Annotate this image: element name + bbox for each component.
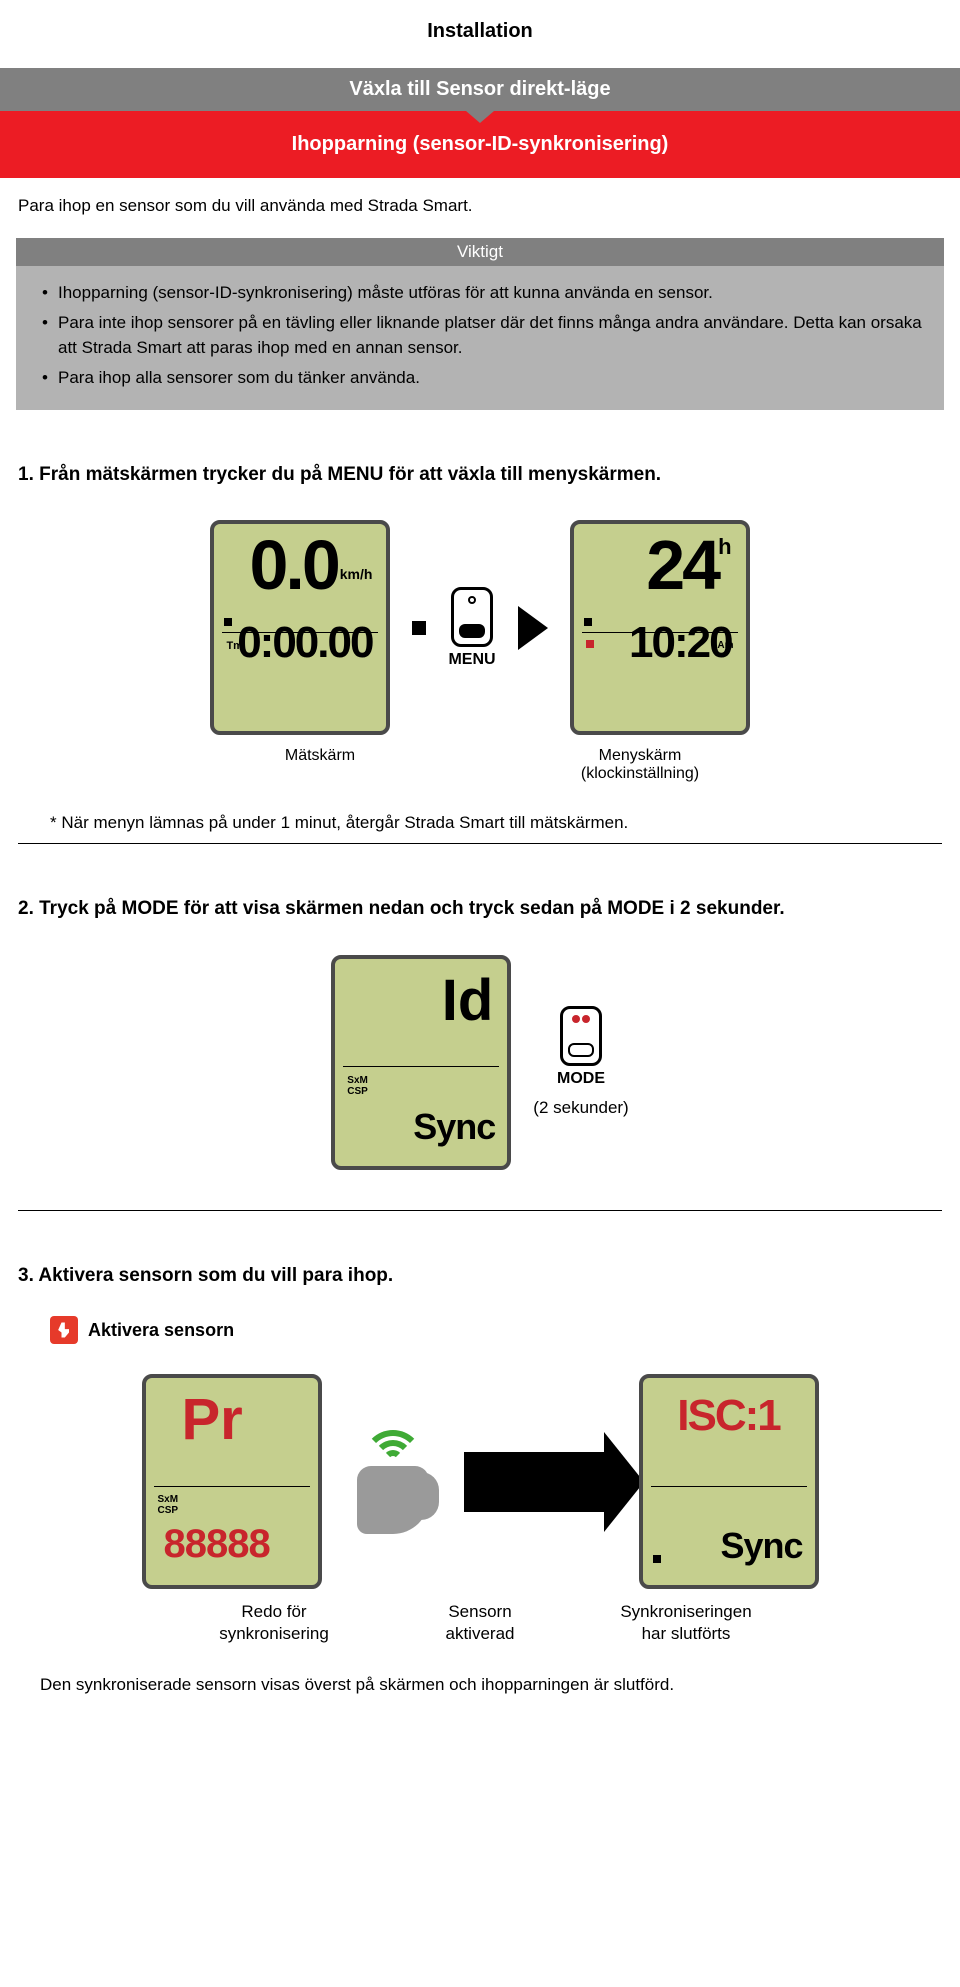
menu-screen: 24h Am 10:20 (570, 520, 750, 735)
synced-screen: ISC:1 Sync (639, 1374, 819, 1589)
step3-screens: Pr SxMCSP 88888 ISC:1 Sync (0, 1374, 960, 1589)
menu-label: MENU (448, 651, 495, 669)
cap-ready: Redo försynkronisering (199, 1601, 349, 1645)
speed-unit: km/h (340, 566, 373, 582)
activate-sensor-label: Aktivera sensorn (88, 1320, 234, 1341)
arrow-icon (518, 606, 548, 650)
step3-captions: Redo försynkronisering Sensornaktiverad … (0, 1601, 960, 1645)
step3-title: 3. Aktivera sensorn som du vill para iho… (18, 1261, 942, 1291)
hour-unit: h (718, 534, 731, 559)
tm-label: Tm (226, 640, 243, 652)
divider (18, 1210, 942, 1211)
section-grey-bar: Växla till Sensor direkt-läge (0, 68, 960, 111)
am-label: Am (717, 640, 733, 651)
step1-captions: Mätskärm Menyskärm(klockinställning) (0, 747, 960, 783)
seconds-label: (2 sekunder) (533, 1098, 628, 1118)
id-screen: Id SxMCSP Sync (331, 955, 511, 1170)
clock-time: 10:20 (582, 621, 732, 665)
pr-label: Pr (182, 1394, 310, 1446)
id-label: Id (343, 975, 493, 1027)
menu-button-icon: MENU (448, 587, 495, 669)
important-item: Ihopparning (sensor-ID-synkronisering) m… (46, 280, 926, 306)
clock-24: 24 (646, 526, 718, 604)
isc-label: ISC:1 (651, 1396, 807, 1436)
mode-button-icon: MODE (2 sekunder) (533, 1006, 628, 1118)
cap-sensor: Sensornaktiverad (405, 1601, 555, 1645)
ready-value: 88888 (164, 1522, 270, 1567)
caption-measure: Mätskärm (230, 747, 410, 783)
step1-note: * När menyn lämnas på under 1 minut, åte… (50, 813, 910, 833)
sensor-activated-icon (357, 1430, 429, 1534)
caption-menu: Menyskärm(klockinställning) (550, 747, 730, 783)
signal-icon (363, 1430, 423, 1470)
step1-screens: 0.0km/h Tm 0:00.00 MENU 24h Am 10:20 (0, 520, 960, 735)
step2-screens: Id SxMCSP Sync MODE (2 sekunder) (0, 955, 960, 1170)
ready-screen: Pr SxMCSP 88888 (142, 1374, 322, 1589)
intro-text: Para ihop en sensor som du vill använda … (0, 178, 960, 238)
sync-done-label: Sync (720, 1525, 802, 1567)
important-item: Para ihop alla sensorer som du tänker an… (46, 365, 926, 391)
measure-screen: 0.0km/h Tm 0:00.00 (210, 520, 390, 735)
cap-done: Synkroniseringenhar slutförts (611, 1601, 761, 1645)
important-label: Viktigt (16, 238, 944, 266)
side-labels: SxMCSP (347, 1075, 368, 1097)
big-arrow-icon (464, 1452, 604, 1512)
activate-sensor-row: Aktivera sensorn (50, 1316, 910, 1344)
side-labels: SxMCSP (158, 1494, 179, 1516)
final-text: Den synkroniserade sensorn visas överst … (40, 1675, 920, 1695)
measure-time: 0:00.00 (222, 621, 372, 665)
step2-title: 2. Tryck på MODE för att visa skärmen ne… (18, 894, 888, 924)
mode-label: MODE (557, 1070, 605, 1088)
important-item: Para inte ihop sensorer på en tävling el… (46, 310, 926, 361)
divider (18, 843, 942, 844)
hand-icon (50, 1316, 78, 1344)
sync-label: Sync (413, 1106, 495, 1148)
important-box: Ihopparning (sensor-ID-synkronisering) m… (16, 266, 944, 410)
step1-title: 1. Från mätskärmen trycker du på MENU fö… (18, 460, 942, 490)
square-icon (412, 621, 426, 635)
page-title: Installation (0, 20, 960, 43)
measure-speed: 0.0 (249, 526, 337, 604)
